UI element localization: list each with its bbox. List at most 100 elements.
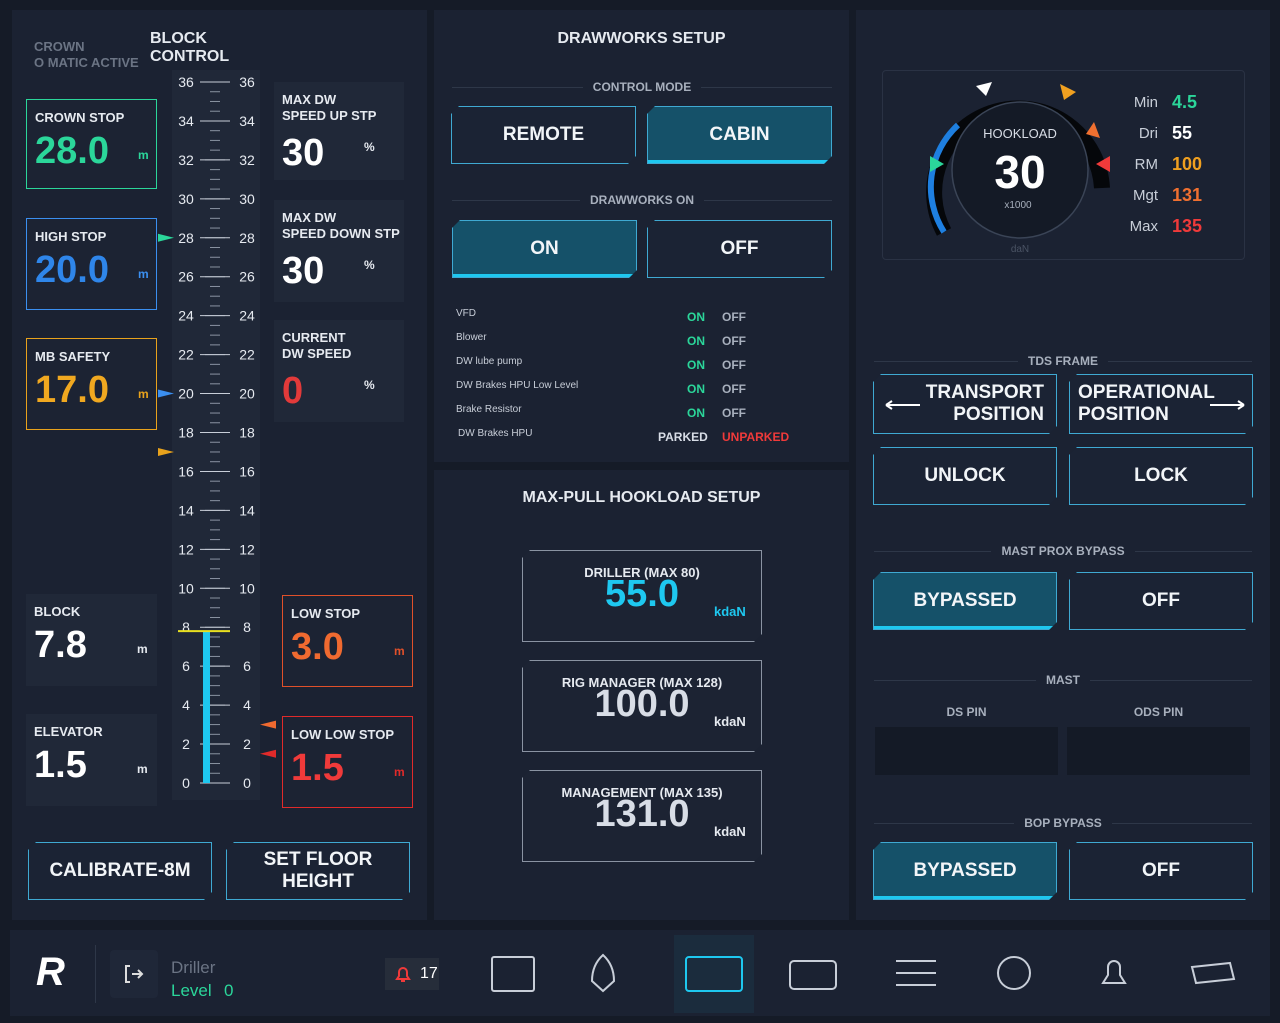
pin-label: ODS PIN: [1133, 705, 1184, 719]
ruler-label: 32: [178, 152, 194, 168]
bell-icon: [395, 967, 411, 982]
stat-card: MAX DW SPEED UP STP 30%: [274, 82, 404, 180]
ruler-label: 36: [178, 74, 194, 90]
nav-icon[interactable]: [1190, 961, 1236, 985]
ruler-label: 6: [182, 658, 190, 674]
stat-label-line: SPEED DOWN STP: [282, 226, 400, 241]
arrow: [1208, 399, 1248, 411]
button[interactable]: SET FLOOR HEIGHT: [226, 842, 410, 900]
ruler-label: 30: [239, 191, 255, 207]
stat-card: LOW LOW STOP 1.5 m: [282, 716, 413, 808]
marker: [1060, 84, 1076, 100]
ruler-label: 20: [239, 386, 255, 402]
ruler-label: 8: [243, 619, 251, 635]
ruler-label: 30: [178, 191, 194, 207]
logout[interactable]: [110, 950, 158, 998]
status-name: DW Brakes HPU: [458, 428, 533, 439]
ruler-label: 4: [182, 697, 190, 713]
stop-marker: [158, 233, 174, 242]
ruler-label: 28: [178, 230, 194, 246]
nav-icon[interactable]: [1101, 960, 1127, 984]
button[interactable]: OPERATIONAL POSITION: [1069, 374, 1253, 434]
marker: [976, 82, 992, 96]
button[interactable]: UNLOCK: [873, 447, 1057, 505]
stat-label-line: MAX DW: [282, 210, 337, 225]
status-on: PARKED: [658, 430, 708, 444]
status-off: UNPARKED: [722, 430, 790, 444]
gauge: HOOKLOAD 30 x1000 daN: [926, 82, 1110, 255]
button[interactable]: BYPASSED: [873, 572, 1057, 630]
button-text: TRANSPORT POSITION: [926, 382, 1044, 426]
stat-label: BLOCK: [34, 604, 81, 619]
button-line: TRANSPORT: [925, 382, 1044, 403]
status-on: ON: [687, 382, 705, 396]
divider: [95, 945, 96, 1003]
gauge-multiplier: x1000: [1004, 200, 1032, 211]
marker: [1086, 122, 1100, 138]
ruler-label: 10: [178, 580, 194, 596]
status-off: OFF: [722, 358, 746, 372]
button[interactable]: CABIN: [647, 106, 832, 164]
stat-value: 1.5: [34, 744, 87, 786]
crown-status-line: CROWN: [34, 39, 85, 54]
logo[interactable]: R: [36, 950, 65, 994]
button-line: OPERATIONAL: [1078, 382, 1215, 403]
nav-icon[interactable]: [590, 953, 616, 993]
stat-label: HIGH STOP: [35, 229, 107, 244]
nav-icon[interactable]: [997, 956, 1031, 990]
nav-icon[interactable]: [685, 956, 743, 992]
nav-icon[interactable]: [789, 960, 837, 990]
section-label: MAST PROX BYPASS: [874, 544, 1252, 558]
nav-icon[interactable]: [491, 956, 535, 992]
status-on: ON: [687, 334, 705, 348]
button[interactable]: BYPASSED: [873, 842, 1057, 900]
stat-name: Dri: [1138, 125, 1158, 142]
stat-label: MB SAFETY: [35, 349, 111, 364]
button-line: POSITION: [1078, 404, 1169, 425]
stat-value: 3.0: [291, 626, 344, 668]
title: DRAWWORKS SETUP: [557, 30, 726, 47]
button[interactable]: OFF: [1069, 842, 1253, 900]
ruler-label: 26: [178, 269, 194, 285]
button[interactable]: OFF: [1069, 572, 1253, 630]
crown-status: CROWN O MATIC ACTIVE: [34, 39, 139, 71]
ruler-label: 8: [182, 619, 190, 635]
stat-value: 4.5: [1172, 92, 1198, 112]
ruler-label: 20: [178, 386, 194, 402]
stat-name: RM: [1134, 156, 1158, 173]
marker: [1096, 156, 1110, 172]
status-on: ON: [687, 358, 705, 372]
alarm[interactable]: 17: [385, 958, 439, 990]
stat-value: 17.0: [35, 369, 109, 411]
max-pull-card: MANAGEMENT (MAX 135) 131.0 kdaN: [522, 770, 762, 862]
ruler-label: 12: [178, 541, 194, 557]
stat-unit: m: [137, 762, 148, 776]
gauge-segment: [927, 122, 961, 234]
ruler-label: 6: [243, 658, 251, 674]
ruler-label: 14: [178, 502, 194, 518]
button[interactable]: REMOTE: [451, 106, 636, 164]
max-pull-unit: kdaN: [714, 824, 746, 839]
button[interactable]: TRANSPORT POSITION: [873, 374, 1057, 434]
ruler-label: 18: [178, 425, 194, 441]
stat-label-line: SPEED UP STP: [282, 108, 377, 123]
ruler-label: 24: [239, 308, 255, 324]
stat-unit: m: [394, 765, 405, 779]
max-pull-label: RIG MANAGER (MAX 128): [561, 675, 723, 690]
nav-icon[interactable]: [896, 960, 936, 986]
level-label: Level: [171, 981, 212, 1000]
stat-card: MB SAFETY 17.0 m: [26, 338, 157, 430]
max-pull-card: RIG MANAGER (MAX 128) 100.0 kdaN: [522, 660, 762, 752]
section-label: DRAWWORKS ON: [452, 193, 832, 207]
stat-unit: m: [138, 267, 149, 281]
stat-value: 100: [1172, 154, 1203, 174]
stat-value: 30: [282, 250, 325, 292]
ruler-bg: [172, 70, 260, 800]
status-name: DW Brakes HPU Low Level: [456, 380, 579, 391]
button[interactable]: LOCK: [1069, 447, 1253, 505]
section-label: BOP BYPASS: [874, 816, 1252, 830]
button[interactable]: ON: [452, 220, 637, 278]
button[interactable]: CALIBRATE-8M: [28, 842, 212, 900]
button[interactable]: OFF: [647, 220, 832, 278]
